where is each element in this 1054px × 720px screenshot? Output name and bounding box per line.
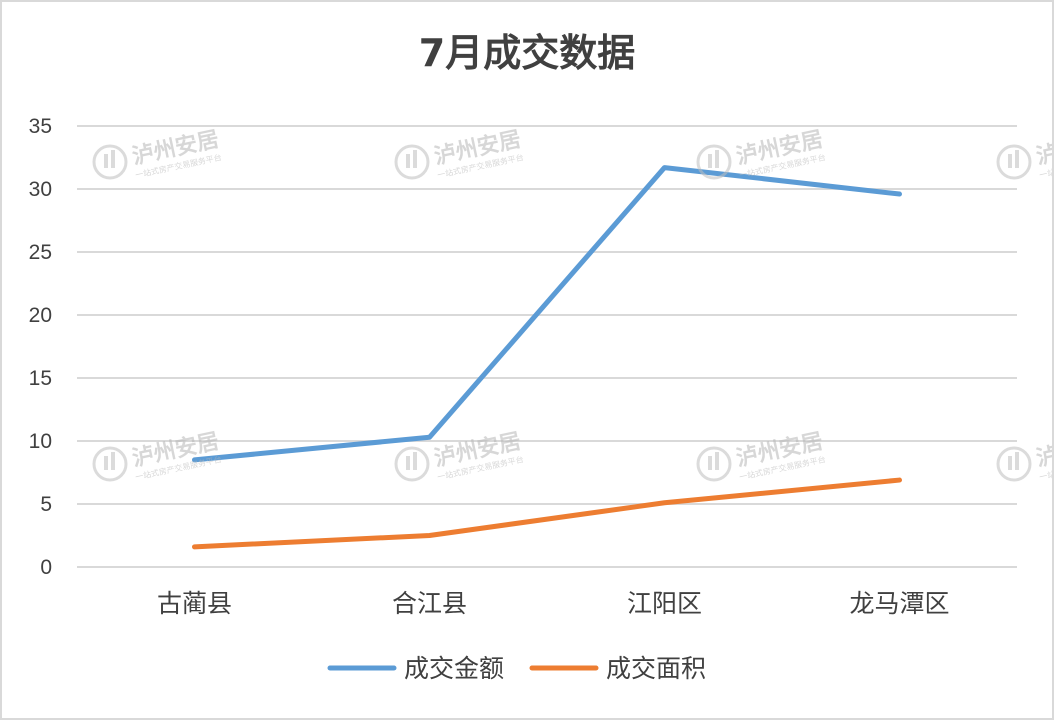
logo-bar: [708, 456, 712, 470]
building-logo-icon: [92, 144, 128, 180]
building-logo-icon: [394, 446, 430, 482]
logo-bar: [413, 452, 417, 470]
building-logo-icon: [996, 446, 1032, 482]
y-axis-tick-labels: 0 5 10 15 20 25 30 35: [29, 115, 52, 579]
y-tick-label: 10: [29, 430, 52, 453]
y-tick-label: 15: [29, 367, 52, 390]
y-tick-label: 0: [40, 556, 52, 579]
legend-label: 成交面积: [606, 654, 706, 683]
building-logo-icon: [996, 144, 1032, 180]
y-tick-label: 25: [29, 241, 52, 264]
logo-bar: [708, 154, 712, 168]
logo-bar: [1008, 154, 1012, 168]
x-category-label: 江阳区: [627, 589, 702, 618]
x-category-label: 合江县: [392, 589, 467, 618]
building-logo-icon: [696, 446, 732, 482]
building-logo-icon: [696, 144, 732, 180]
y-tick-label: 35: [29, 115, 52, 138]
logo-bar: [111, 150, 115, 168]
series-line-1: [192, 165, 902, 463]
building-logo-icon: [92, 446, 128, 482]
y-tick-label: 30: [29, 178, 52, 201]
gridlines: [77, 125, 1017, 568]
building-logo-icon: [394, 144, 430, 180]
logo-bar: [104, 154, 108, 168]
logo-bar: [1008, 456, 1012, 470]
logo-bar: [406, 154, 410, 168]
x-category-label: 龙马潭区: [849, 589, 949, 618]
chart-title: 7月成交数据: [419, 31, 635, 75]
logo-bar: [715, 452, 719, 470]
watermark-text: 泸州安居: [1034, 428, 1052, 472]
logo-bar: [1015, 150, 1019, 168]
legend-label: 成交金额: [404, 654, 504, 683]
logo-bar: [111, 452, 115, 470]
logo-bar: [715, 150, 719, 168]
series-line-2: [192, 477, 902, 550]
logo-bar: [406, 456, 410, 470]
watermark-text: 泸州安居: [1034, 126, 1052, 170]
logo-bar: [413, 150, 417, 168]
y-tick-label: 5: [40, 493, 52, 516]
logo-bar: [1015, 452, 1019, 470]
logo-bar: [104, 456, 108, 470]
x-axis-category-labels: 古蔺县 合江县 江阳区 龙马潭区: [157, 589, 950, 618]
legend: 成交金额 成交面积: [327, 654, 706, 683]
series-lines: [192, 165, 902, 550]
x-category-label: 古蔺县: [157, 589, 232, 618]
y-tick-label: 20: [29, 304, 52, 327]
